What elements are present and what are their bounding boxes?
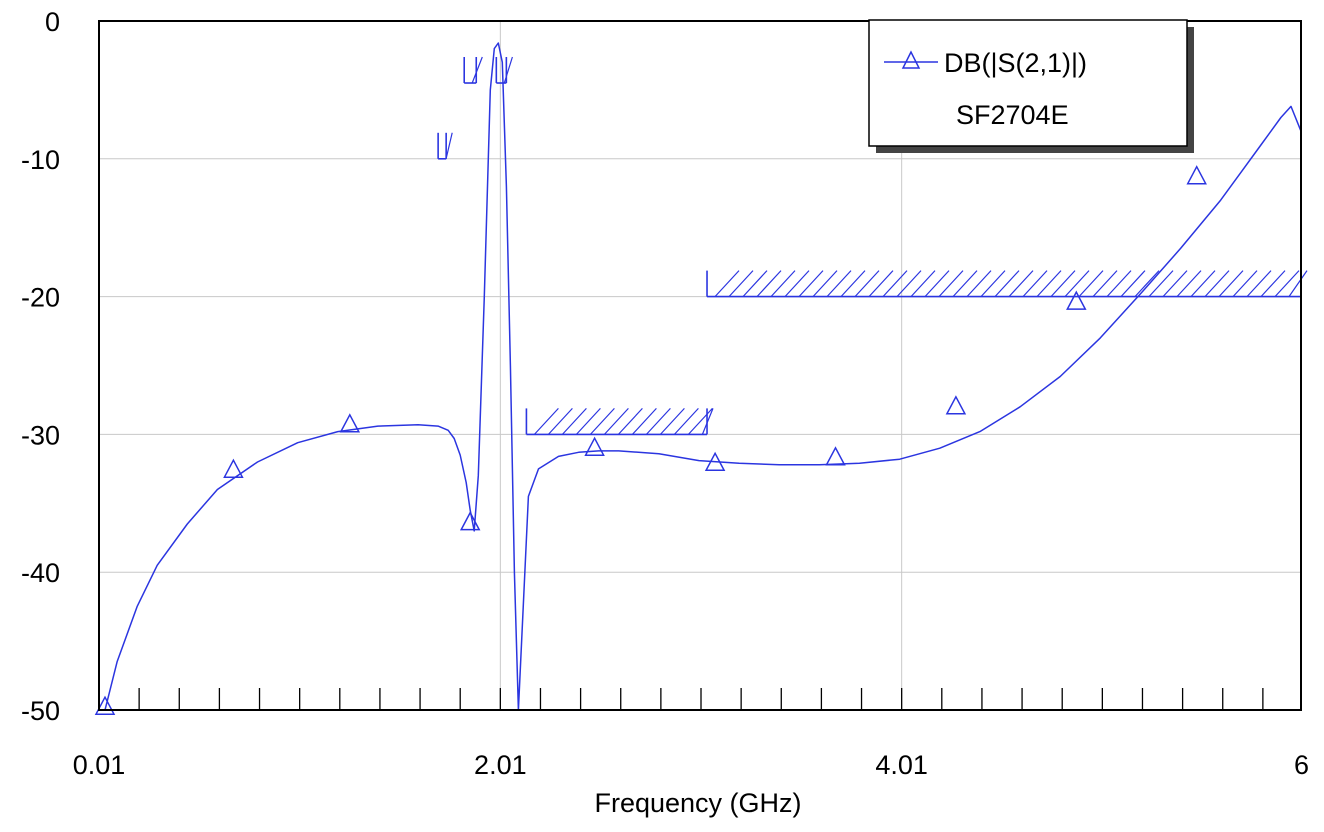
x-tick-label: 0.01 bbox=[73, 750, 126, 780]
legend-triangle-marker bbox=[901, 50, 921, 69]
legend: DB(|S(2,1)|) SF2704E bbox=[868, 19, 1194, 153]
data-point-marker bbox=[825, 446, 846, 466]
x-axis-title: Frequency (GHz) bbox=[594, 788, 801, 818]
mask-hatch bbox=[503, 56, 513, 84]
specification-mask bbox=[437, 132, 453, 160]
x-minor-ticks bbox=[138, 688, 1264, 710]
mask-hatch bbox=[471, 56, 483, 84]
y-tick-label: -10 bbox=[21, 145, 60, 175]
specification-mask bbox=[495, 56, 513, 84]
x-tick-label: 4.01 bbox=[875, 750, 928, 780]
data-point-marker bbox=[945, 395, 967, 415]
data-point-marker bbox=[223, 458, 244, 478]
x-tick-label: 2.01 bbox=[474, 750, 527, 780]
y-tick-label: 0 bbox=[45, 7, 60, 37]
legend-entry-device: SF2704E bbox=[956, 100, 1069, 130]
specification-mask bbox=[706, 270, 1308, 298]
mask-hatch bbox=[533, 407, 714, 435]
mask-hatch bbox=[445, 132, 453, 159]
y-tick-label: -50 bbox=[21, 696, 60, 726]
data-point-marker bbox=[459, 510, 481, 531]
legend-entry-series: DB(|S(2,1)|) bbox=[944, 48, 1087, 78]
y-tick-label: -20 bbox=[21, 283, 60, 313]
data-point-marker bbox=[584, 436, 605, 456]
specification-mask bbox=[463, 56, 483, 84]
y-tick-labels: 0 -10 -20 -30 -40 -50 bbox=[21, 7, 60, 726]
data-point-marker bbox=[94, 695, 116, 715]
marker-layer bbox=[94, 165, 1207, 715]
data-point-marker bbox=[1186, 165, 1207, 185]
y-tick-label: -30 bbox=[21, 420, 60, 450]
plot-frame bbox=[98, 20, 1302, 711]
series-layer bbox=[104, 42, 1301, 710]
x-tick-label: 6 bbox=[1294, 750, 1309, 780]
data-point-marker bbox=[1066, 290, 1087, 310]
data-point-marker bbox=[704, 451, 726, 472]
specification-mask bbox=[525, 407, 714, 436]
mask-hatch bbox=[714, 270, 1308, 298]
legend-box bbox=[868, 19, 1188, 147]
series-line-s21 bbox=[104, 42, 1301, 710]
x-tick-labels: 0.01 2.01 4.01 6 bbox=[73, 750, 1309, 780]
specification-masks bbox=[437, 56, 1308, 436]
data-point-marker bbox=[339, 413, 361, 433]
y-tick-label: -40 bbox=[21, 558, 60, 588]
